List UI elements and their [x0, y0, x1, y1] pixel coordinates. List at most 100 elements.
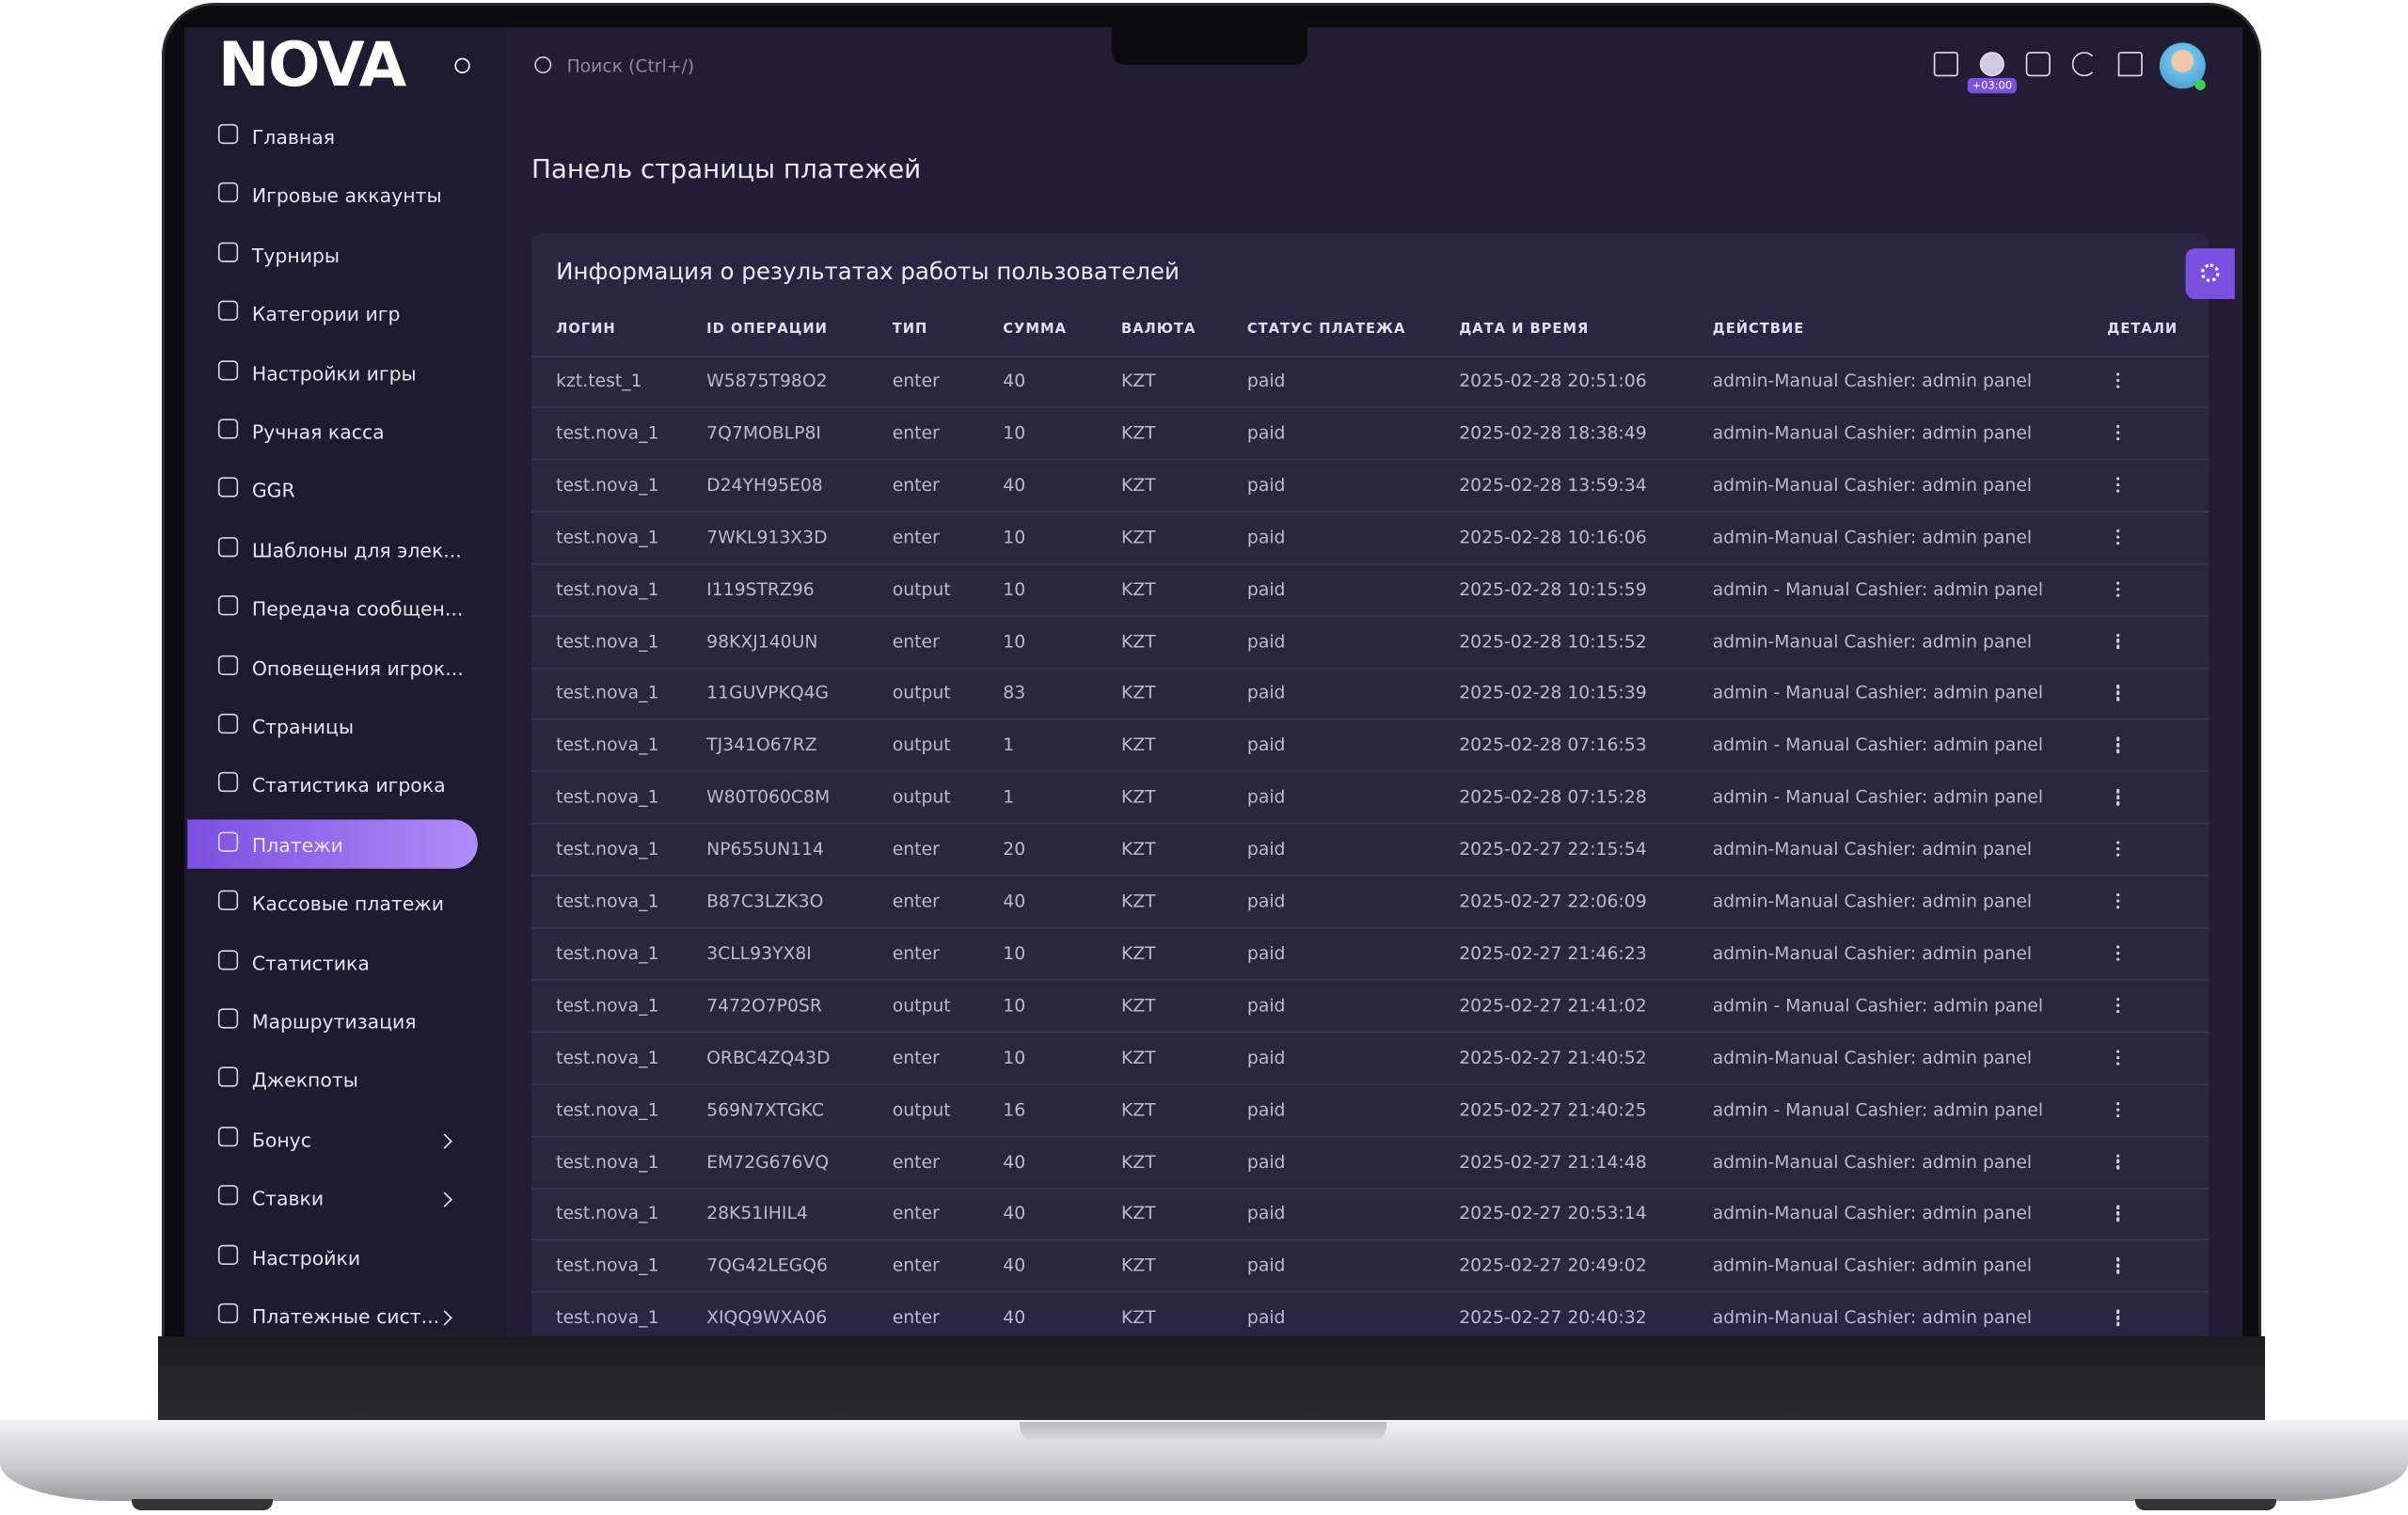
column-header: Действие [1712, 322, 1805, 338]
translate-icon[interactable] [1933, 52, 1958, 77]
table-cell: output [892, 994, 951, 1017]
table-cell: 2025-02-28 20:51:06 [1459, 370, 1647, 391]
active-nav-highlight [187, 819, 478, 869]
nav-label: Страницы [251, 715, 355, 738]
table-cell: test.nova_1 [556, 1098, 659, 1120]
table-cell: 40 [1003, 473, 1026, 496]
row-divider [531, 1187, 2210, 1190]
table-cell: test.nova_1 [556, 838, 659, 860]
chat-icon[interactable] [2117, 52, 2143, 77]
table-cell: paid [1246, 890, 1286, 912]
table-cell: paid [1246, 421, 1286, 444]
search-input[interactable]: Поиск (Ctrl+/) [566, 55, 695, 77]
row-divider [531, 355, 2210, 358]
details-menu[interactable] [2116, 1049, 2121, 1068]
nav-label: Ставки [251, 1187, 325, 1210]
table-cell: 2025-02-27 20:49:02 [1459, 1255, 1647, 1276]
row-divider [531, 614, 2210, 617]
table-cell: test.nova_1 [556, 1255, 659, 1276]
table-cell: test.nova_1 [556, 473, 659, 496]
details-menu[interactable] [2116, 633, 2121, 652]
table-cell: 2025-02-28 07:15:28 [1459, 785, 1647, 808]
table-cell: output [892, 577, 951, 600]
nav-icon [217, 1244, 239, 1265]
row-divider [531, 1082, 2210, 1085]
row-divider [531, 718, 2210, 721]
nav-icon [217, 1302, 239, 1324]
nav-icon [217, 1126, 239, 1146]
details-menu[interactable] [2116, 580, 2121, 600]
table-cell: I119STRZ96 [706, 577, 815, 600]
logo[interactable]: NOVA [217, 30, 406, 102]
table-cell: test.nova_1 [556, 682, 659, 704]
table-cell: KZT [1121, 890, 1156, 912]
column-header: Валюта [1121, 322, 1196, 338]
camera-notch [1112, 27, 1307, 65]
theme-icon[interactable] [2071, 52, 2097, 77]
row-divider [531, 458, 2210, 461]
table-cell: paid [1246, 1046, 1286, 1068]
laptop-foot [2135, 1499, 2276, 1510]
details-menu[interactable] [2116, 372, 2121, 391]
table-cell: test.nova_1 [556, 629, 659, 652]
table-cell: 2025-02-28 10:16:06 [1459, 526, 1647, 548]
table-cell: 2025-02-27 21:14:48 [1459, 1150, 1647, 1173]
table-cell: admin-Manual Cashier: admin panel [1712, 1306, 2033, 1329]
table-cell: paid [1246, 1202, 1286, 1224]
nav-icon [217, 359, 239, 380]
table-cell: paid [1246, 526, 1286, 548]
nav-label: Передача сообщен... [251, 597, 464, 621]
nav-icon [217, 242, 239, 262]
table-cell: paid [1246, 577, 1286, 600]
details-menu[interactable] [2116, 997, 2121, 1017]
details-menu[interactable] [2116, 1153, 2121, 1173]
table-cell: admin-Manual Cashier: admin panel [1712, 629, 2033, 652]
nav-icon [217, 713, 239, 734]
table-cell: paid [1246, 838, 1286, 860]
column-header: Дата и время [1459, 322, 1590, 338]
nav-icon [217, 123, 239, 145]
details-menu[interactable] [2116, 424, 2121, 444]
search-icon [534, 56, 552, 73]
details-menu[interactable] [2116, 841, 2121, 860]
row-divider [531, 823, 2210, 825]
table-cell: 83 [1003, 682, 1026, 704]
table-cell: KZT [1121, 838, 1156, 860]
table-cell: test.nova_1 [556, 734, 659, 756]
table-cell: EM72G676VQ [706, 1150, 830, 1173]
details-menu[interactable] [2116, 789, 2121, 808]
details-menu[interactable] [2116, 736, 2121, 756]
table-cell: KZT [1121, 1098, 1156, 1120]
table-cell: paid [1246, 994, 1286, 1017]
table-cell: output [892, 1098, 951, 1120]
table-cell: 10 [1003, 941, 1026, 964]
settings-button[interactable] [2185, 248, 2235, 300]
row-divider [531, 979, 2210, 981]
nav-label: GGR [251, 479, 295, 503]
table-cell: test.nova_1 [556, 994, 659, 1017]
nav-label: Статистика игрока [251, 774, 446, 797]
clock-icon[interactable] [1979, 52, 2004, 77]
details-menu[interactable] [2116, 1101, 2121, 1120]
column-header: Тип [892, 322, 928, 338]
details-menu[interactable] [2116, 1205, 2121, 1224]
details-menu[interactable] [2116, 1257, 2121, 1276]
details-menu[interactable] [2116, 477, 2121, 496]
table-cell: admin-Manual Cashier: admin panel [1712, 1255, 2033, 1276]
nav-icon [217, 890, 239, 911]
table-cell: enter [892, 421, 940, 444]
table-cell: enter [892, 1255, 940, 1276]
table-cell: enter [892, 526, 940, 548]
details-menu[interactable] [2116, 529, 2121, 547]
table-cell: ORBC4ZQ43D [706, 1046, 831, 1068]
table-cell: enter [892, 473, 940, 496]
screen: NOVA Главная Игровые аккаунты Турниры Катег… [184, 27, 2242, 1336]
details-menu[interactable] [2116, 685, 2121, 703]
details-menu[interactable] [2116, 1309, 2121, 1329]
calendar-icon[interactable] [2025, 52, 2051, 77]
details-menu[interactable] [2116, 945, 2121, 964]
table-cell: enter [892, 941, 940, 964]
details-menu[interactable] [2116, 892, 2121, 912]
table-cell: enter [892, 629, 940, 652]
